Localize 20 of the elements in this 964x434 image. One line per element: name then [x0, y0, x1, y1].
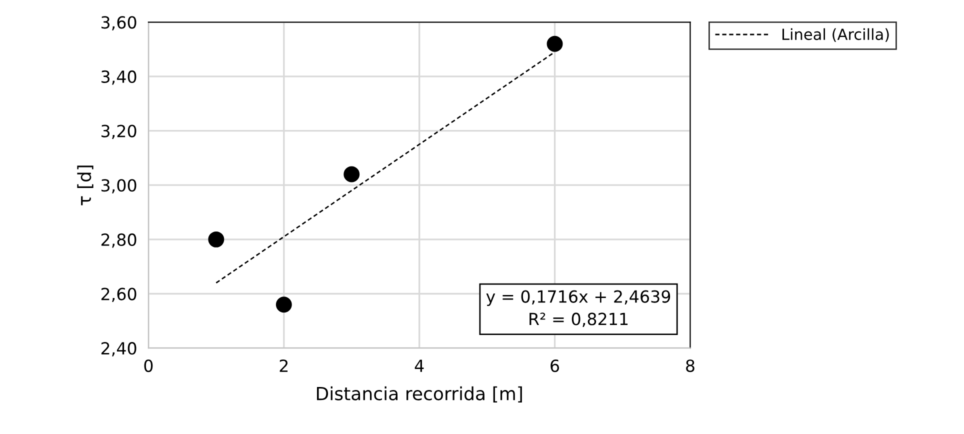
y-tick-label: 3,40 — [102, 70, 136, 85]
y-axis-title: τ [d] — [77, 166, 94, 206]
y-tick-label: 3,00 — [102, 179, 136, 194]
x-tick-label: 4 — [414, 360, 424, 372]
x-tick-label: 6 — [550, 359, 560, 372]
y-tick-label: 3,20 — [102, 124, 136, 140]
x-tick-label: 2 — [280, 359, 288, 372]
y-tick-label: 2,80 — [101, 233, 136, 248]
y-tick-label: 3,60 — [102, 16, 136, 30]
annotation: y = 0,1716x + 2,4639 R² = 0,8211 — [486, 290, 670, 327]
y-tick-label: 2,60 — [101, 288, 136, 302]
x-tick-label: 0 — [144, 359, 153, 372]
y-tick-label: 2,40 — [101, 342, 136, 356]
point — [208, 231, 224, 248]
point — [276, 296, 292, 313]
point — [546, 36, 563, 52]
x-tick-label: 8 — [686, 359, 694, 372]
point — [344, 166, 360, 182]
x-axis-title: Distancia recorrida [m] — [316, 386, 522, 403]
legend-label: Lineal (Arcilla) — [782, 28, 889, 42]
